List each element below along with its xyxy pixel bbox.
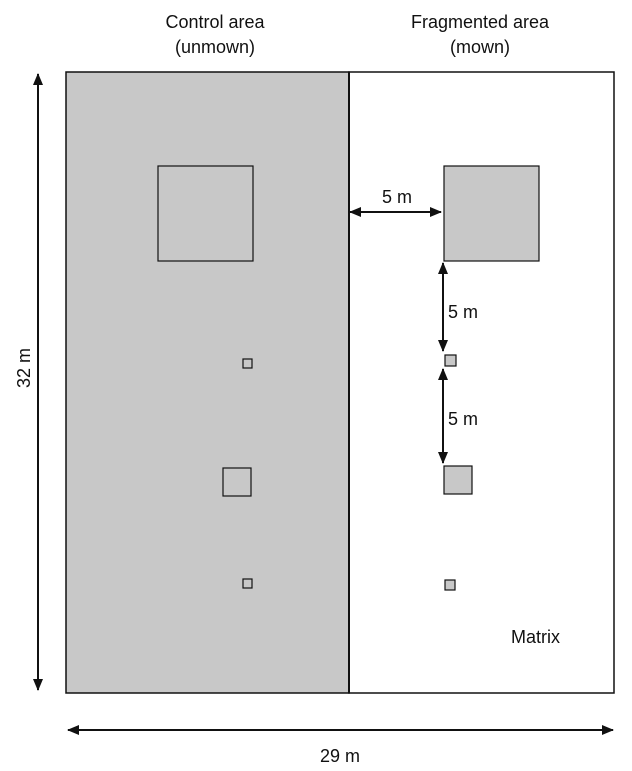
control-plot-small-2 bbox=[242, 578, 253, 589]
fragment-medium bbox=[443, 465, 473, 495]
fragment-large bbox=[443, 165, 540, 262]
fragment-small-1 bbox=[444, 354, 457, 367]
control-plot-large bbox=[157, 165, 254, 262]
control-plot-medium bbox=[222, 467, 252, 497]
control-area bbox=[65, 71, 350, 694]
gap-label-horizontal: 5 m bbox=[382, 187, 412, 207]
height-label: 32 m bbox=[14, 348, 34, 388]
gap-label-vertical-1: 5 m bbox=[448, 302, 478, 322]
control-plot-small-1 bbox=[242, 358, 253, 369]
fragment-small-2 bbox=[444, 579, 456, 591]
matrix-label: Matrix bbox=[511, 627, 560, 647]
control-area-subtitle: (unmown) bbox=[175, 37, 255, 57]
control-area-title: Control area bbox=[165, 12, 265, 32]
fragmented-area bbox=[348, 71, 615, 694]
fragmented-area-title: Fragmented area bbox=[411, 12, 550, 32]
fragmented-area-subtitle: (mown) bbox=[450, 37, 510, 57]
width-label: 29 m bbox=[320, 746, 360, 766]
gap-label-vertical-2: 5 m bbox=[448, 409, 478, 429]
